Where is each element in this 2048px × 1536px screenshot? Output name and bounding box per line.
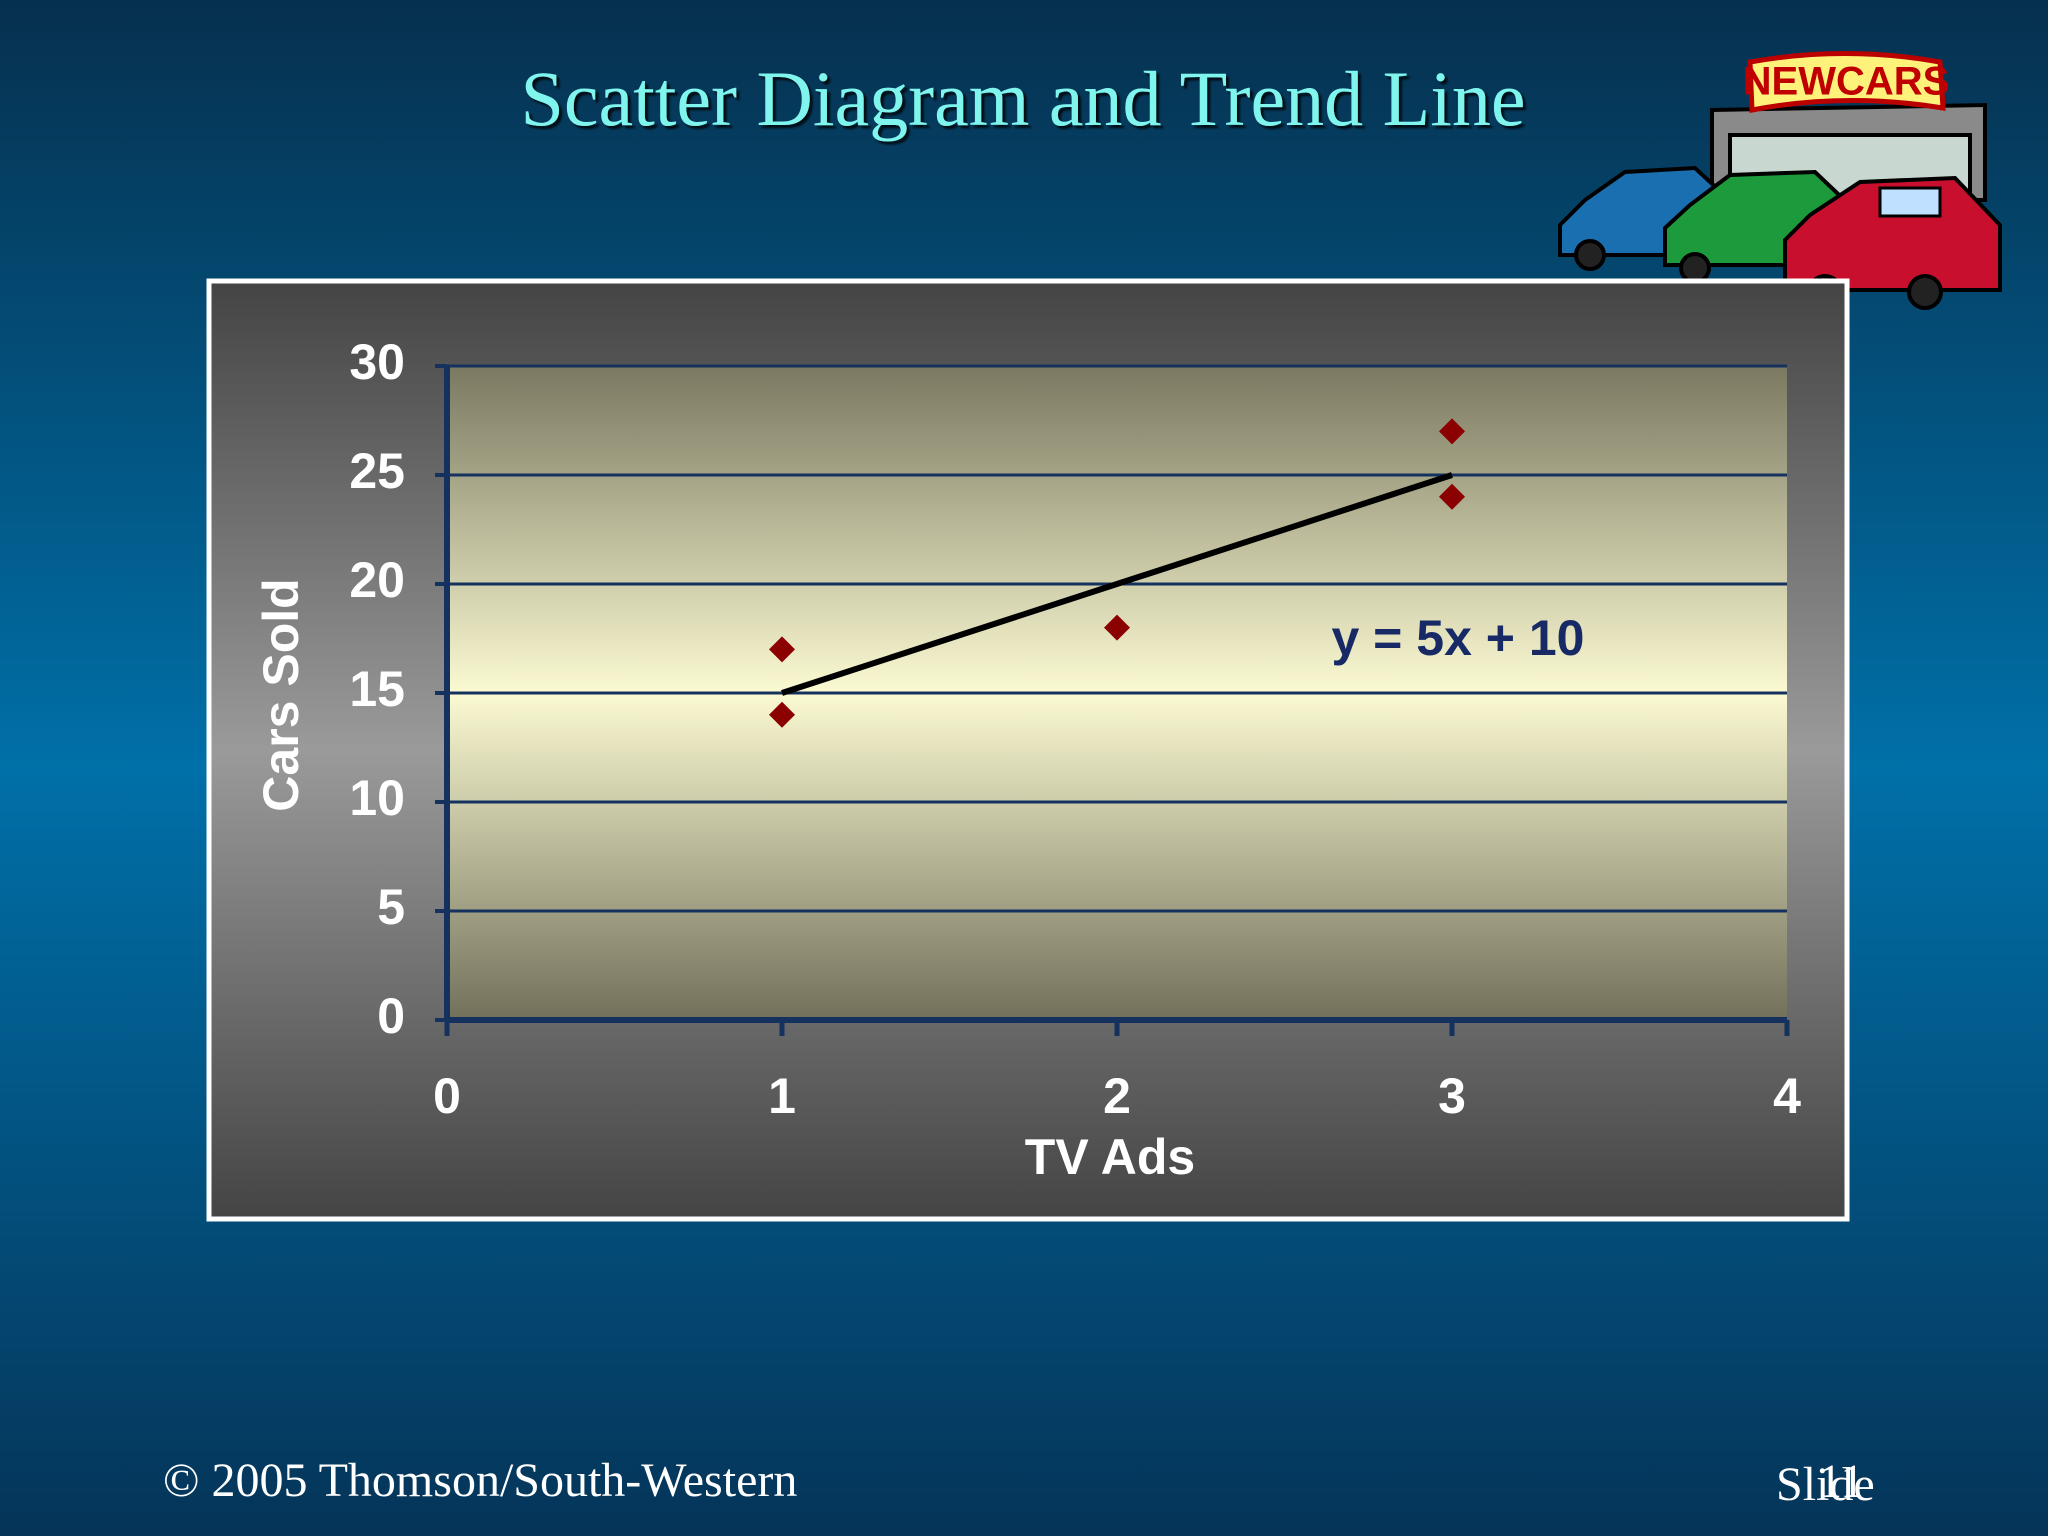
logo-text: NEWCARS — [1743, 60, 1950, 104]
x-tick-label: 3 — [1438, 1068, 1466, 1124]
y-tick-label: 20 — [349, 552, 405, 608]
data-point — [769, 636, 795, 663]
x-axis-label: TV Ads — [1025, 1129, 1195, 1185]
y-axis-label: Cars Sold — [253, 578, 309, 811]
new-cars-clipart: NEWCARS — [1558, 51, 2002, 310]
x-tick-label: 0 — [433, 1068, 461, 1124]
trend-line — [781, 472, 1453, 696]
x-tick-label: 4 — [1773, 1068, 1801, 1124]
copyright: © 2005 Thomson/South-Western — [163, 1454, 797, 1507]
data-point — [1104, 614, 1130, 641]
slide-title: Scatter Diagram and Trend Line — [520, 55, 1525, 142]
trend-equation: y = 5x + 10 — [1331, 610, 1584, 666]
y-tick-label: 0 — [377, 988, 405, 1044]
marks — [769, 418, 1465, 728]
data-point — [1439, 483, 1465, 510]
y-tick-label: 5 — [377, 879, 405, 935]
data-point — [1439, 418, 1465, 445]
grid: 0 5 10 15 20 25 30 0 1 2 3 4 — [349, 334, 1801, 1124]
y-tick-label: 30 — [349, 334, 405, 390]
x-tick-label: 1 — [768, 1068, 796, 1124]
x-tick-label: 2 — [1103, 1068, 1131, 1124]
slide-number: 11 — [1818, 1455, 1864, 1508]
y-tick-label: 15 — [349, 661, 405, 717]
y-tick-label: 10 — [349, 770, 405, 826]
slide-label: Slide — [1776, 1458, 1875, 1511]
data-point — [769, 701, 795, 728]
y-tick-label: 25 — [349, 443, 405, 499]
